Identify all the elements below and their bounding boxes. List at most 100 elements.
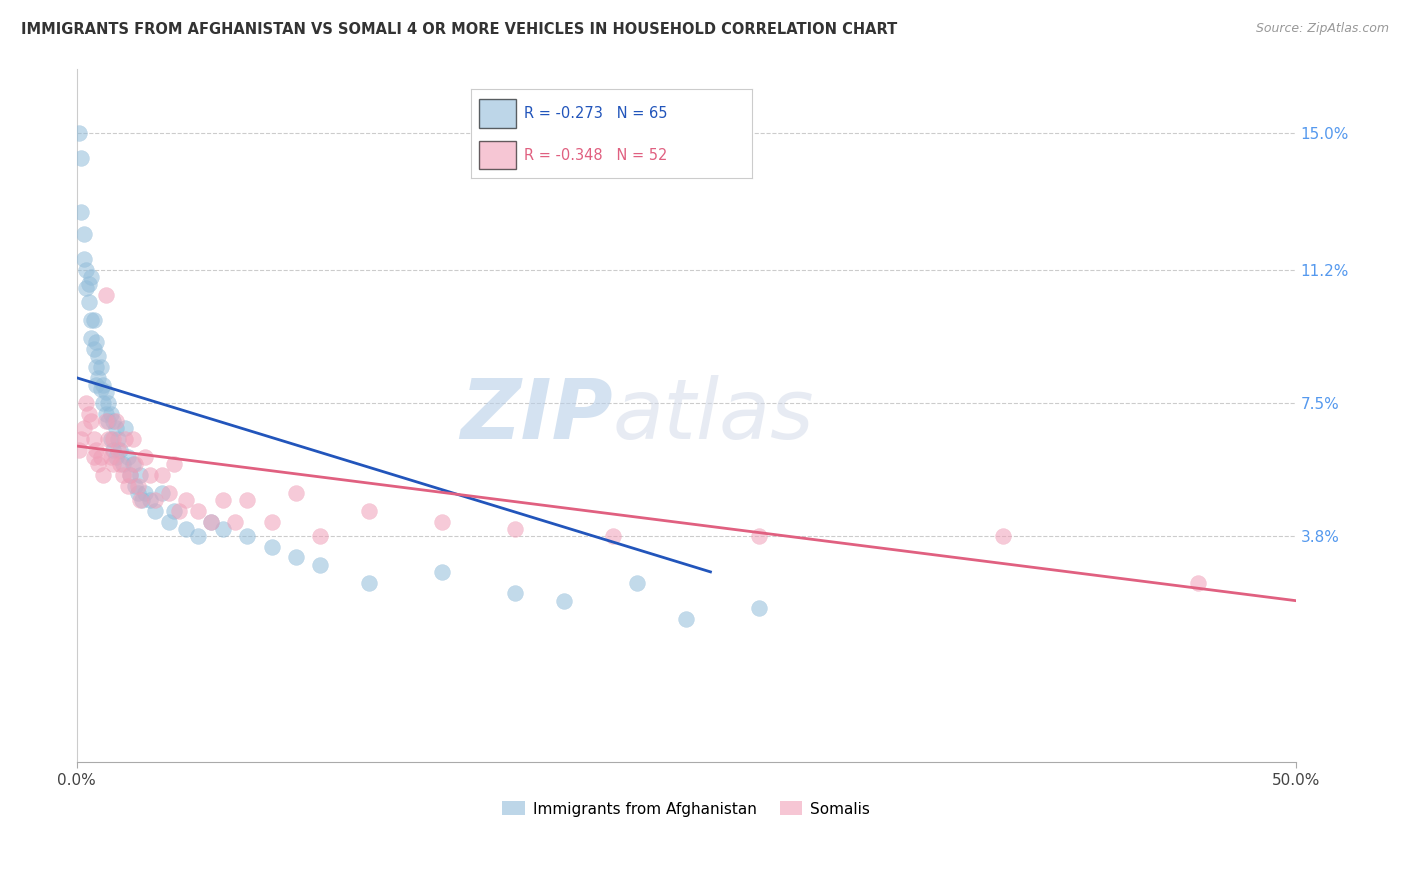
Point	[748, 529, 770, 543]
Point	[505, 522, 527, 536]
Point	[121, 457, 143, 471]
Point	[75, 281, 97, 295]
Point	[84, 378, 107, 392]
FancyBboxPatch shape	[479, 99, 516, 128]
Point	[87, 457, 110, 471]
Point	[87, 349, 110, 363]
Point	[100, 407, 122, 421]
Point	[124, 457, 146, 471]
Point	[121, 432, 143, 446]
Point	[104, 450, 127, 464]
Point	[77, 407, 100, 421]
Text: R = -0.348   N = 52: R = -0.348 N = 52	[524, 148, 668, 162]
Point	[101, 457, 124, 471]
Point	[285, 550, 308, 565]
Point	[83, 342, 105, 356]
Text: atlas: atlas	[613, 375, 814, 456]
FancyBboxPatch shape	[479, 141, 516, 169]
Point	[120, 467, 142, 482]
Point	[73, 227, 96, 241]
Point	[236, 529, 259, 543]
Point	[67, 126, 90, 140]
Point	[143, 504, 166, 518]
Point	[163, 504, 186, 518]
Point	[120, 467, 142, 482]
Point	[150, 467, 173, 482]
Point	[97, 432, 120, 446]
Point	[260, 515, 283, 529]
Point	[285, 485, 308, 500]
Legend: Immigrants from Afghanistan, Somalis: Immigrants from Afghanistan, Somalis	[495, 794, 877, 824]
Point	[143, 493, 166, 508]
Point	[187, 529, 209, 543]
Point	[157, 515, 180, 529]
Point	[138, 467, 160, 482]
Point	[104, 421, 127, 435]
Point	[80, 414, 103, 428]
Point	[70, 432, 93, 446]
Point	[359, 575, 381, 590]
Point	[75, 396, 97, 410]
Point	[211, 522, 233, 536]
Point	[111, 467, 134, 482]
Point	[90, 359, 112, 374]
Point	[138, 493, 160, 508]
Point	[73, 421, 96, 435]
Point	[131, 493, 153, 508]
Point	[117, 478, 139, 492]
Point	[505, 586, 527, 600]
Point	[77, 295, 100, 310]
Point	[124, 478, 146, 492]
Point	[104, 414, 127, 428]
Point	[80, 331, 103, 345]
Point	[107, 442, 129, 457]
Point	[97, 414, 120, 428]
Point	[309, 529, 332, 543]
Point	[90, 382, 112, 396]
Point	[100, 450, 122, 464]
Point	[129, 467, 152, 482]
Point	[127, 485, 149, 500]
Point	[114, 421, 136, 435]
Point	[80, 270, 103, 285]
Point	[134, 485, 156, 500]
Point	[94, 414, 117, 428]
Text: ZIP: ZIP	[460, 375, 613, 456]
Point	[101, 414, 124, 428]
Point	[359, 504, 381, 518]
Point	[309, 558, 332, 572]
Point	[157, 485, 180, 500]
Point	[93, 467, 115, 482]
Point	[236, 493, 259, 508]
Point	[174, 522, 197, 536]
Point	[111, 457, 134, 471]
Point	[127, 478, 149, 492]
Point	[83, 450, 105, 464]
Point	[200, 515, 222, 529]
Point	[70, 152, 93, 166]
Point	[675, 612, 697, 626]
Point	[150, 485, 173, 500]
Point	[224, 515, 246, 529]
Point	[200, 515, 222, 529]
Point	[163, 457, 186, 471]
Point	[101, 442, 124, 457]
Point	[187, 504, 209, 518]
Point	[100, 432, 122, 446]
Point	[83, 313, 105, 327]
Point	[117, 450, 139, 464]
Point	[94, 407, 117, 421]
Point	[84, 442, 107, 457]
Text: R = -0.273   N = 65: R = -0.273 N = 65	[524, 106, 668, 120]
Point	[1187, 575, 1209, 590]
Point	[101, 432, 124, 446]
Point	[94, 288, 117, 302]
Point	[67, 442, 90, 457]
Point	[84, 359, 107, 374]
Point	[93, 378, 115, 392]
Point	[84, 334, 107, 349]
Point	[93, 396, 115, 410]
Point	[553, 593, 575, 607]
Point	[211, 493, 233, 508]
Point	[107, 432, 129, 446]
